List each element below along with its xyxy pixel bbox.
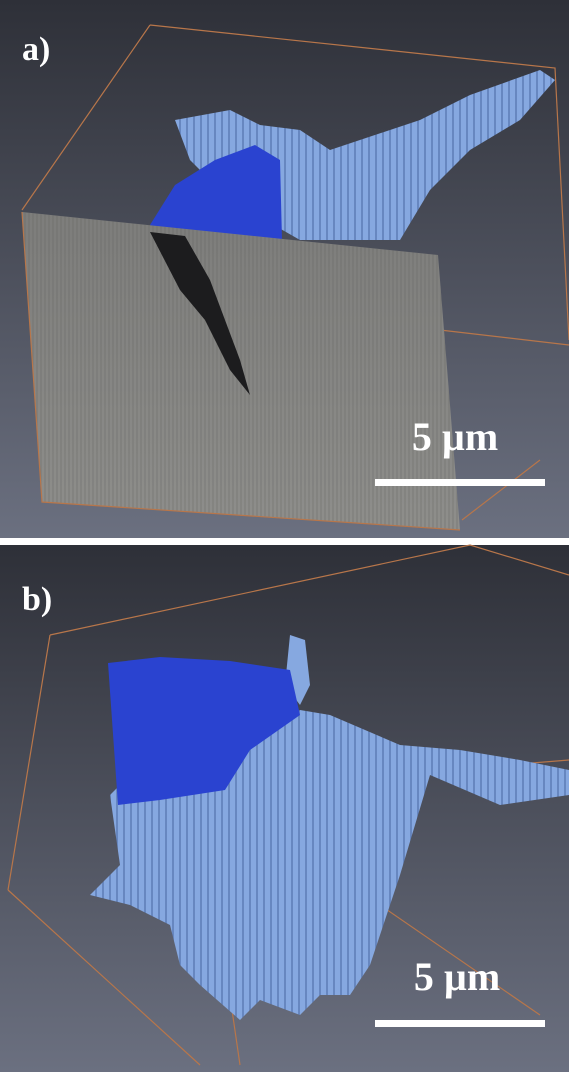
panel-label: b) — [22, 581, 52, 618]
figure: a) 5 µm b) 5 µm — [0, 0, 569, 1072]
panel-a: a) 5 µm — [0, 0, 569, 538]
scale-bar — [375, 479, 545, 486]
scale-bar-label: 5 µm — [412, 414, 498, 459]
page: a) 5 µm b) 5 µm (() => { const data = JS… — [0, 0, 569, 1072]
scale-bar-label: 5 µm — [414, 954, 500, 999]
panel-b: b) 5 µm — [0, 545, 569, 1072]
panel-label: a) — [22, 31, 50, 68]
scale-bar — [375, 1020, 545, 1027]
